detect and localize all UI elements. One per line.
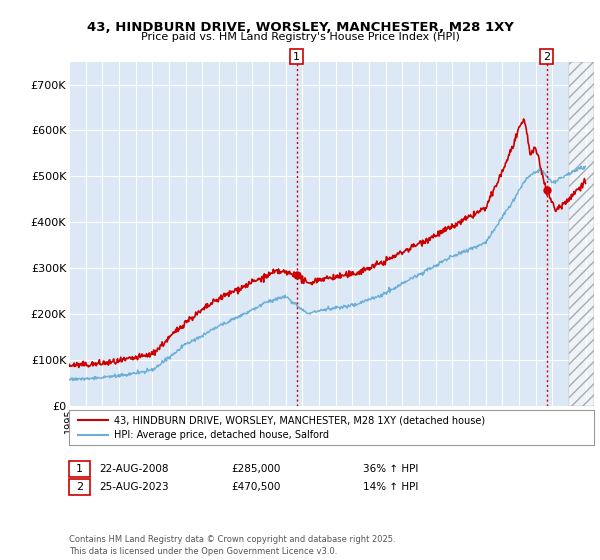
Text: 2: 2 [76, 482, 83, 492]
Text: HPI: Average price, detached house, Salford: HPI: Average price, detached house, Salf… [114, 431, 329, 441]
Text: Contains HM Land Registry data © Crown copyright and database right 2025.
This d: Contains HM Land Registry data © Crown c… [69, 535, 395, 556]
Text: £470,500: £470,500 [231, 482, 280, 492]
Text: Price paid vs. HM Land Registry's House Price Index (HPI): Price paid vs. HM Land Registry's House … [140, 32, 460, 43]
Text: 2: 2 [543, 52, 550, 62]
Text: 22-AUG-2008: 22-AUG-2008 [99, 464, 169, 474]
Text: 36% ↑ HPI: 36% ↑ HPI [363, 464, 418, 474]
Text: 1: 1 [76, 464, 83, 474]
Text: £285,000: £285,000 [231, 464, 280, 474]
Text: 43, HINDBURN DRIVE, WORSLEY, MANCHESTER, M28 1XY: 43, HINDBURN DRIVE, WORSLEY, MANCHESTER,… [86, 21, 514, 34]
Text: 1: 1 [293, 52, 300, 62]
Text: 43, HINDBURN DRIVE, WORSLEY, MANCHESTER, M28 1XY (detached house): 43, HINDBURN DRIVE, WORSLEY, MANCHESTER,… [114, 415, 485, 425]
Text: 25-AUG-2023: 25-AUG-2023 [99, 482, 169, 492]
Text: 14% ↑ HPI: 14% ↑ HPI [363, 482, 418, 492]
